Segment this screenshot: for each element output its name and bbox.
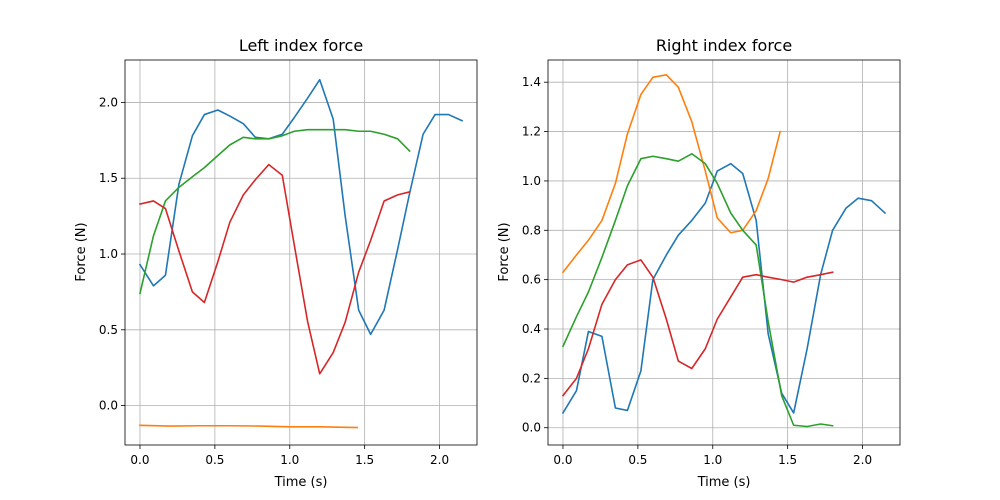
right-grid [548, 60, 900, 445]
right-y-tick-label: 1.0 [522, 174, 541, 188]
right-y-tick-label: 0.6 [522, 273, 541, 287]
left-y-tick-label: 0.0 [99, 399, 118, 413]
left-x-tick-label: 0.5 [205, 453, 224, 467]
left-series-line-4 [139, 163, 411, 375]
right-series [561, 74, 887, 428]
left-plot-frame [124, 59, 478, 446]
right-y-axis-label: Force (N) [497, 222, 512, 281]
right-x-tick-label: 0.5 [628, 453, 647, 467]
left-series [138, 78, 464, 429]
left-subplot: 0.0 0.5 1.0 1.5 2.0 0.0 0.5 1.0 1.5 2.0 Left inde… [74, 36, 478, 490]
right-x-tick-label: 1.5 [778, 453, 797, 467]
right-y-tick-label: 0.8 [522, 223, 541, 237]
right-plot-frame [547, 59, 901, 446]
right-series-line-3 [561, 152, 834, 428]
left-series-line-1 [138, 78, 464, 336]
right-y-tick-label: 1.4 [522, 75, 541, 89]
left-x-tick-label: 1.5 [355, 453, 374, 467]
right-y-tick-label: 1.2 [522, 125, 541, 139]
left-y-axis-label: Force (N) [74, 222, 89, 281]
right-y-tick-label: 0.0 [522, 421, 541, 435]
left-y-tick-label: 1.0 [99, 247, 118, 261]
left-y-tick-label: 2.0 [99, 95, 118, 109]
left-series-line-2 [139, 424, 358, 429]
left-series-line-3 [139, 128, 411, 295]
right-x-tick-label: 2.0 [853, 453, 872, 467]
right-chart-title: Right index force [656, 36, 792, 55]
right-ticks: 0.0 0.5 1.0 1.5 2.0 0.0 0.2 0.4 0.6 0.8 1.0 1.2 1.4 [522, 75, 872, 467]
left-x-tick-label: 2.0 [430, 453, 449, 467]
left-x-axis-label: Time (s) [274, 475, 328, 490]
left-y-tick-label: 0.5 [99, 323, 118, 337]
right-x-tick-label: 0.0 [553, 453, 572, 467]
left-x-tick-label: 1.0 [280, 453, 299, 467]
right-y-tick-label: 0.2 [522, 371, 541, 385]
right-series-line-1 [561, 162, 887, 415]
left-ticks: 0.0 0.5 1.0 1.5 2.0 0.0 0.5 1.0 1.5 2.0 [99, 95, 449, 467]
left-y-tick-label: 1.5 [99, 171, 118, 185]
right-x-axis-label: Time (s) [697, 475, 751, 490]
right-y-tick-label: 0.4 [522, 322, 541, 336]
right-series-line-2 [561, 74, 782, 274]
left-chart-title: Left index force [239, 36, 363, 55]
right-series-line-4 [561, 259, 834, 397]
right-subplot: 0.0 0.5 1.0 1.5 2.00.00.20.40.60.81.01.21.4 … [497, 36, 901, 490]
left-x-tick-label: 0.0 [130, 453, 149, 467]
right-x-tick-label: 1.0 [703, 453, 722, 467]
